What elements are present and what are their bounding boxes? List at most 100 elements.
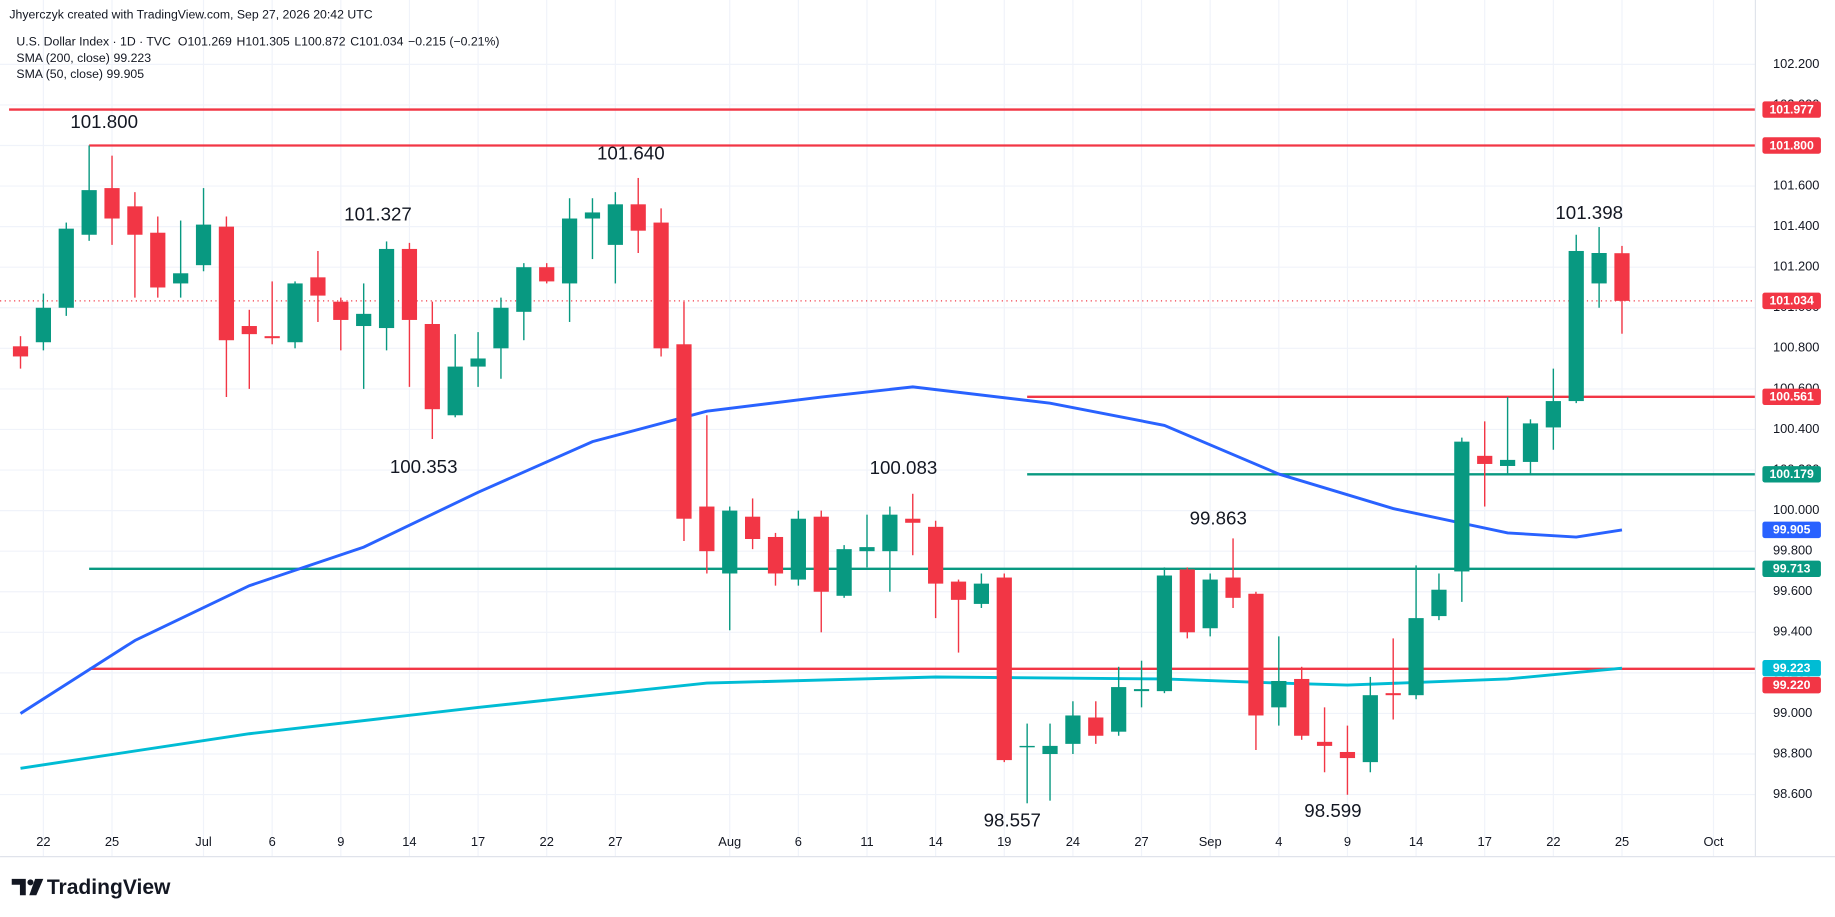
ohlc-value: H101.305: [236, 34, 289, 48]
candle-body: [676, 344, 692, 519]
annotation: 100.353: [390, 456, 458, 477]
price-box-label: 101.034: [1769, 294, 1814, 308]
annotation: 98.599: [1304, 800, 1361, 821]
candle-body: [218, 226, 235, 341]
candle-body: [859, 547, 875, 552]
candle-body: [1545, 401, 1561, 428]
candle-body: [1477, 455, 1493, 464]
price-box: [1762, 521, 1821, 539]
candle-body: [1294, 678, 1310, 736]
candle-body: [287, 283, 303, 343]
candle-body: [127, 206, 143, 235]
ohlc-value: C101.034: [350, 34, 403, 48]
brand-icon: [11, 878, 26, 896]
candle-body: [790, 518, 806, 580]
brand-name: TradingView: [47, 876, 171, 899]
candle-body: [241, 326, 257, 335]
candle-body: [905, 518, 921, 523]
x-tick-label: 25: [105, 834, 119, 849]
x-tick-label: 9: [337, 834, 344, 849]
candle-body: [1065, 715, 1081, 744]
x-tick-label: 22: [540, 834, 554, 849]
x-tick-label: 22: [1546, 834, 1560, 849]
legend-value: 99.905: [107, 67, 145, 81]
brand: TradingView: [11, 876, 171, 899]
candle-body: [1431, 589, 1447, 617]
grid: [0, 0, 1756, 857]
annotation: 100.083: [870, 457, 938, 478]
symbol: U.S. Dollar Index · 1D · TVC: [16, 34, 171, 48]
price-box: [1762, 292, 1821, 310]
levels: [0, 108, 1756, 670]
candle-body: [1454, 441, 1470, 572]
ohlc-value: O101.269: [178, 34, 232, 48]
candle-body: [973, 583, 990, 604]
credit: Jhyerczyk created with TradingView.com, …: [9, 7, 372, 21]
candle-body: [539, 267, 555, 282]
candles: [12, 145, 1630, 804]
candle-body: [767, 536, 784, 574]
x-tick-label: Aug: [718, 834, 741, 849]
price-box: [1762, 676, 1821, 694]
price-box-label: 100.561: [1769, 390, 1814, 404]
sma-line: [20, 666, 1623, 770]
candle-body: [699, 506, 715, 552]
x-tick-label: 6: [269, 834, 276, 849]
candle-body: [104, 188, 120, 219]
annotation: 98.557: [984, 809, 1041, 830]
sma-lines: [19, 385, 1623, 770]
candle-body: [1225, 577, 1241, 598]
price-boxes: 101.977 101.800 101.034 100.561 100.179 99.90…: [1762, 101, 1821, 694]
price-box: [1762, 101, 1821, 118]
y-tick-label: 100.400: [1773, 421, 1819, 436]
candle-body: [1202, 579, 1218, 629]
y-tick-label: 98.800: [1773, 745, 1812, 760]
x-tick-label: 22: [36, 834, 50, 849]
candle-body: [882, 514, 898, 552]
candle-body: [470, 358, 486, 367]
annotation: 101.398: [1555, 202, 1623, 223]
candle-body: [310, 277, 326, 296]
candle-body: [1316, 741, 1333, 746]
candle-body: [1522, 423, 1539, 462]
x-tick-label: Oct: [1703, 834, 1723, 849]
x-tick-label: 24: [1066, 834, 1080, 849]
x-tick-label: 17: [1478, 834, 1492, 849]
price-box: [1762, 388, 1821, 406]
x-tick-label: 4: [1275, 834, 1282, 849]
x-tick-label: 14: [402, 834, 416, 849]
candle-body: [630, 204, 646, 231]
candle-body: [447, 366, 463, 416]
x-tick-label: Sep: [1199, 834, 1222, 849]
candle-body: [35, 307, 51, 343]
x-tick-label: 17: [471, 834, 485, 849]
y-tick-label: 99.000: [1773, 705, 1812, 720]
y-tick-label: 100.800: [1773, 340, 1819, 355]
legend-name: SMA (50, close): [16, 67, 103, 81]
price-box-label: 99.713: [1773, 562, 1811, 576]
price-box-label: 101.977: [1769, 102, 1814, 116]
candle-body: [378, 248, 395, 329]
price-box-label: 100.179: [1769, 467, 1814, 481]
y-tick-label: 99.600: [1773, 583, 1812, 598]
candle-body: [333, 301, 349, 320]
candle-body: [1591, 253, 1607, 284]
y-tick-label: 101.400: [1773, 218, 1819, 233]
header: Jhyerczyk created with TradingView.com, …: [9, 7, 499, 81]
y-tick-label: 100.000: [1773, 502, 1819, 517]
candle-body: [424, 323, 440, 410]
candle-body: [928, 526, 944, 584]
candle-body: [1408, 618, 1424, 696]
brand-icon: [29, 878, 44, 896]
candle-body: [813, 516, 829, 592]
price-box-label: 99.223: [1773, 661, 1811, 675]
price-box-label: 99.220: [1773, 678, 1811, 692]
price-box: [1762, 137, 1821, 154]
candle-body: [950, 581, 967, 600]
candle-body: [1248, 593, 1264, 716]
x-tick-label: 25: [1615, 834, 1629, 849]
x-tick-label: 9: [1344, 834, 1351, 849]
x-tick-label: 27: [608, 834, 622, 849]
candle-body: [584, 212, 601, 219]
